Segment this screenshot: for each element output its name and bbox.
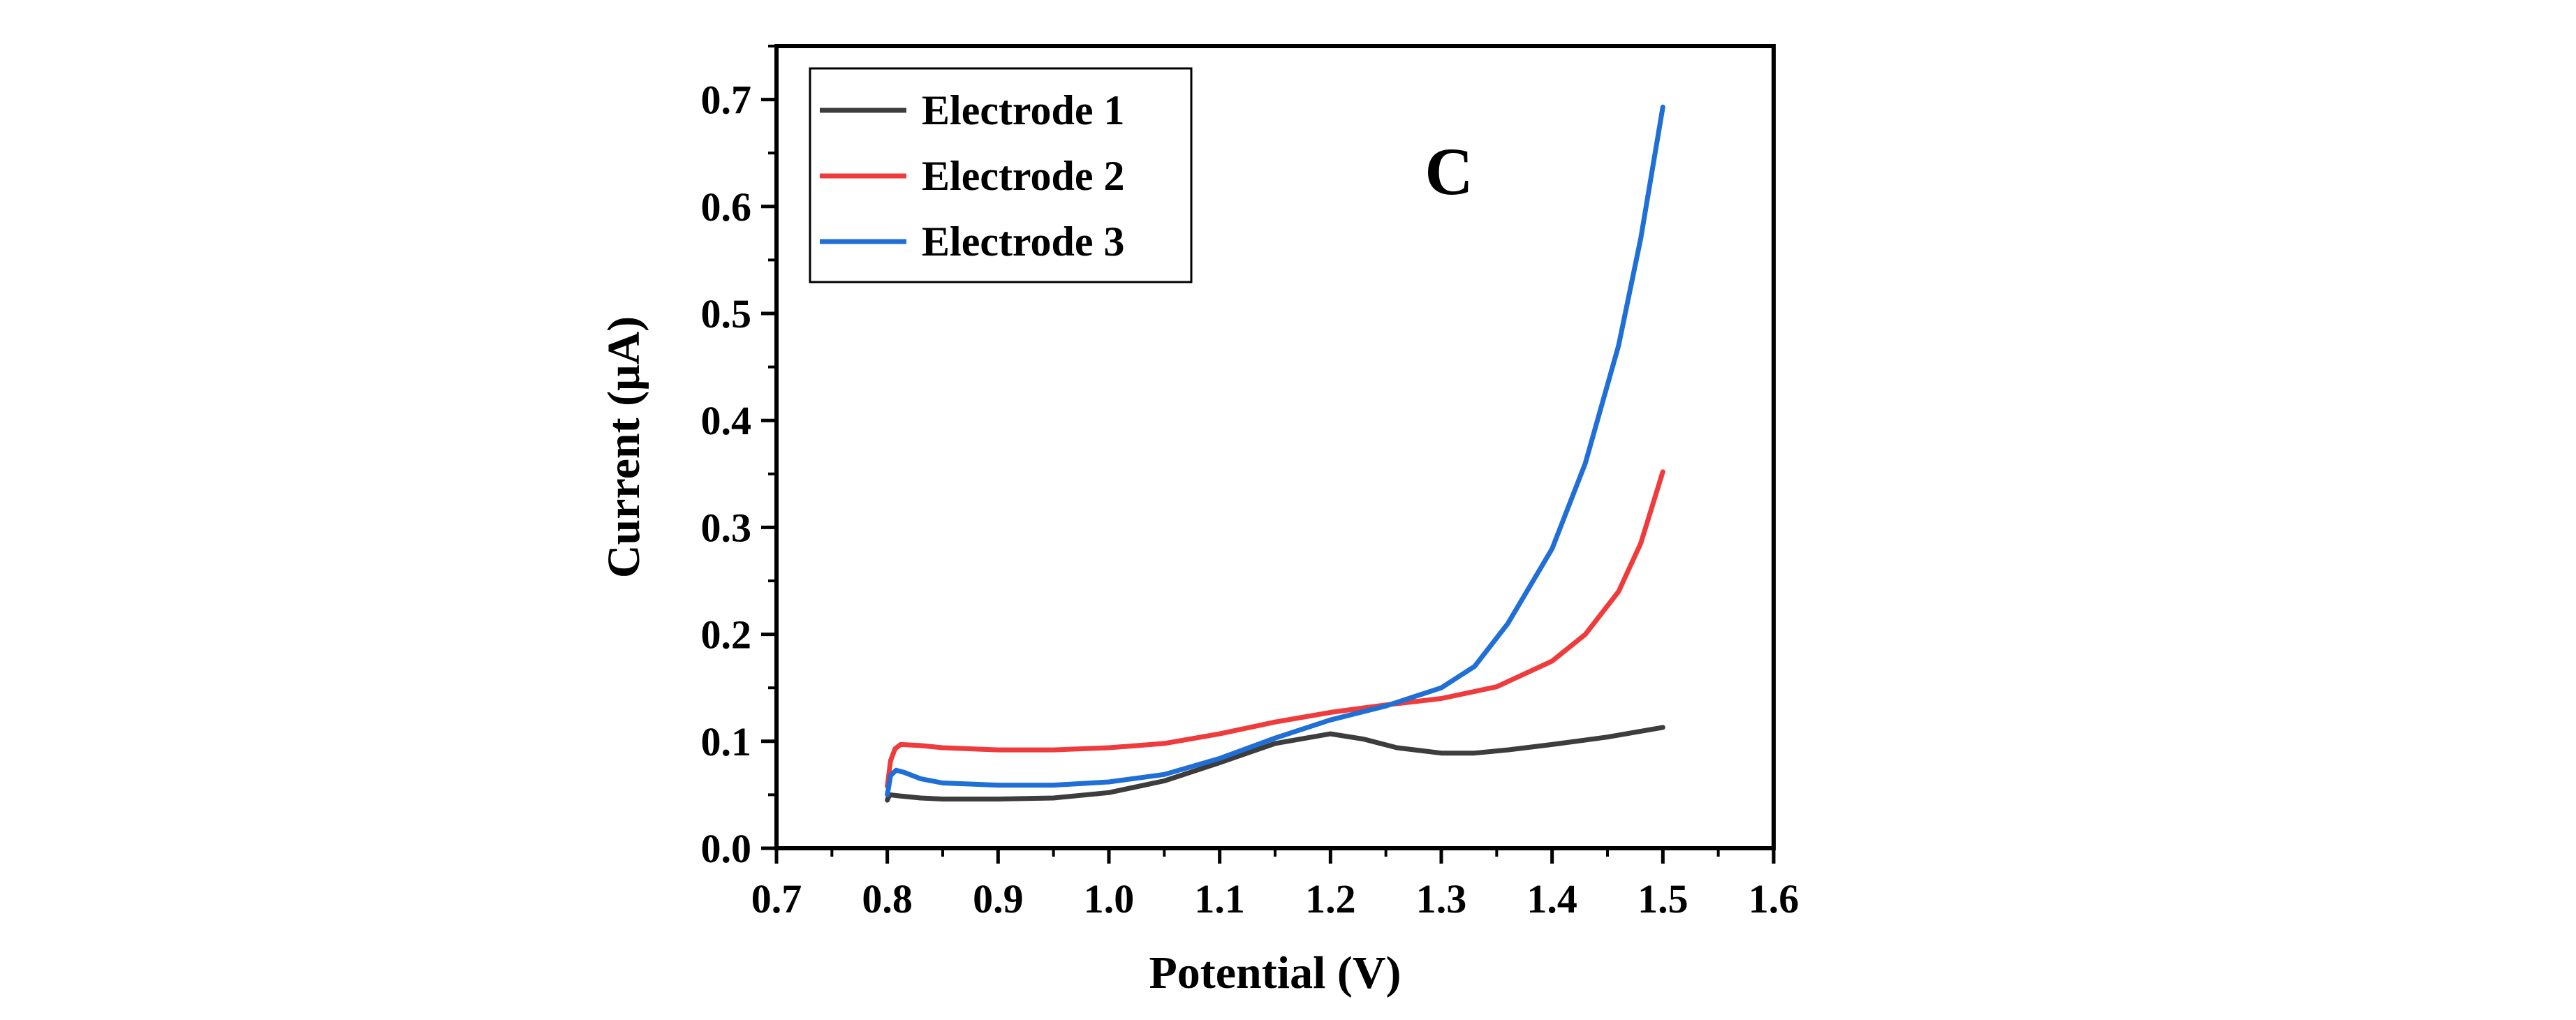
y-tick-label: 0.5 [701,291,752,337]
x-tick-label: 0.7 [751,876,802,922]
x-tick-label: 1.5 [1637,876,1688,922]
x-tick-label: 1.3 [1416,876,1467,922]
y-tick-label: 0.6 [701,184,752,230]
panel-label: C [1425,134,1473,209]
y-tick-label: 0.3 [701,505,752,550]
y-tick-label: 0.4 [701,398,752,443]
x-tick-label: 1.1 [1194,876,1245,922]
x-axis-title: Potential (V) [1149,947,1401,998]
y-tick-label: 0.1 [701,719,752,764]
plot-area [885,104,1665,803]
y-axis-title: Current (μA) [598,316,649,578]
x-tick-label: 0.9 [973,876,1024,922]
series-line-2 [885,469,1665,789]
x-tick-label: 1.4 [1526,876,1577,922]
legend-label: Electrode 2 [922,153,1124,199]
series-line-1 [885,725,1665,803]
y-tick-label: 0.2 [701,612,752,658]
legend-label: Electrode 1 [922,87,1124,133]
x-tick-label: 1.2 [1305,876,1356,922]
y-tick-label: 0.0 [701,826,752,871]
series-layer [885,104,1665,803]
x-tick-label: 1.6 [1749,876,1799,922]
y-axis: 0.0 0.1 0.2 0.3 0.4 0.5 0.6 0.7 [701,45,777,871]
x-axis: 0.7 0.8 0.9 1.0 1.1 1.2 1.3 1.4 1.5 1.6 [751,848,1799,922]
series-line-3 [885,104,1665,797]
legend-label: Electrode 3 [922,219,1124,265]
legend: Electrode 1 Electrode 2 Electrode 3 [809,67,1193,283]
x-tick-label: 0.8 [862,876,913,922]
y-tick-label: 0.7 [701,77,752,123]
x-tick-label: 1.0 [1084,876,1135,922]
